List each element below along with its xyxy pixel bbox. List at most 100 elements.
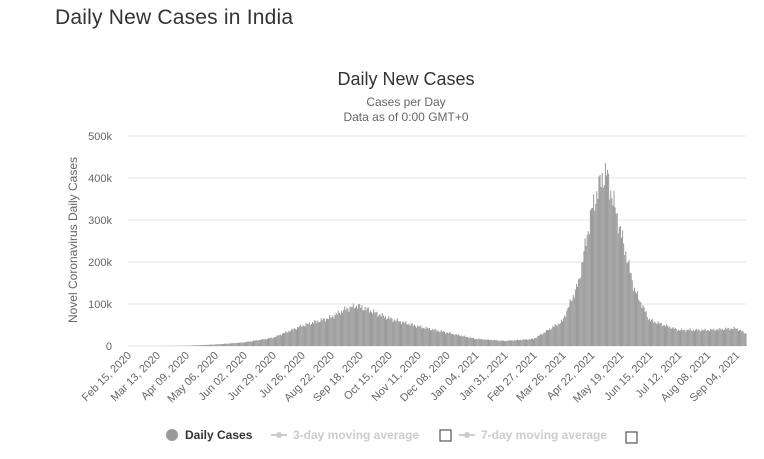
bar bbox=[244, 342, 246, 346]
bar bbox=[685, 331, 687, 346]
bar bbox=[499, 340, 501, 346]
bar bbox=[336, 314, 338, 346]
bar bbox=[273, 337, 275, 346]
bar bbox=[438, 331, 440, 346]
bar bbox=[583, 251, 585, 346]
bar bbox=[358, 303, 360, 346]
bar bbox=[261, 338, 263, 346]
bar bbox=[413, 324, 415, 346]
bar bbox=[590, 208, 592, 346]
bar bbox=[539, 334, 541, 346]
checkbox-3-day-average[interactable] bbox=[439, 429, 452, 442]
bar bbox=[504, 341, 506, 346]
bar bbox=[718, 328, 720, 346]
bar bbox=[314, 320, 316, 346]
bar bbox=[468, 338, 470, 346]
bar bbox=[611, 198, 613, 346]
bar bbox=[452, 333, 454, 346]
bar bbox=[743, 332, 745, 346]
bar bbox=[652, 319, 654, 346]
bar bbox=[409, 325, 411, 346]
bar bbox=[398, 321, 400, 346]
bar bbox=[730, 328, 732, 346]
bar bbox=[416, 327, 418, 346]
bar bbox=[321, 320, 323, 346]
bar bbox=[420, 325, 422, 346]
bar bbox=[323, 318, 325, 346]
y-axis-ticks: 0 100k 200k 300k 400k 500k bbox=[88, 131, 112, 353]
bar bbox=[739, 330, 741, 346]
bar bbox=[521, 340, 523, 346]
bar bbox=[554, 324, 556, 346]
bar bbox=[465, 337, 467, 346]
bar bbox=[299, 326, 301, 346]
bar bbox=[263, 339, 265, 346]
bar bbox=[404, 322, 406, 346]
bar bbox=[571, 300, 573, 346]
bar bbox=[276, 335, 278, 346]
bar bbox=[484, 339, 486, 346]
bar bbox=[740, 329, 742, 346]
bar bbox=[450, 333, 452, 346]
bar bbox=[264, 338, 266, 346]
bar bbox=[597, 198, 599, 346]
bar bbox=[658, 323, 660, 346]
bar bbox=[339, 314, 341, 346]
bar bbox=[271, 337, 273, 346]
bar bbox=[453, 335, 455, 346]
bar bbox=[359, 304, 361, 346]
bar bbox=[220, 344, 222, 346]
page-title: Daily New Cases in India bbox=[55, 6, 294, 29]
bar bbox=[455, 333, 457, 346]
bar bbox=[310, 324, 312, 346]
bar bbox=[442, 331, 444, 346]
bar bbox=[633, 287, 635, 346]
bar bbox=[344, 306, 346, 346]
bar bbox=[625, 251, 627, 346]
bar bbox=[519, 340, 521, 346]
bar bbox=[710, 328, 712, 346]
bar bbox=[717, 330, 719, 346]
bar bbox=[653, 322, 655, 346]
bar bbox=[241, 342, 243, 346]
bar bbox=[295, 329, 297, 346]
bar bbox=[228, 343, 230, 346]
bar bbox=[231, 343, 233, 346]
bar bbox=[422, 327, 424, 346]
bar bbox=[659, 323, 661, 346]
bar bbox=[672, 327, 674, 346]
bar bbox=[242, 342, 244, 346]
bar bbox=[458, 335, 461, 346]
bar bbox=[516, 339, 518, 346]
bar bbox=[268, 338, 270, 346]
bar bbox=[463, 336, 465, 346]
bar bbox=[283, 333, 285, 346]
bar bbox=[636, 293, 638, 346]
bar bbox=[714, 330, 716, 346]
bar bbox=[397, 321, 399, 346]
bar bbox=[313, 323, 315, 346]
bar bbox=[222, 343, 224, 346]
bar bbox=[330, 317, 332, 346]
checkbox-7-day-average[interactable] bbox=[625, 431, 638, 444]
bar bbox=[362, 309, 364, 346]
bar bbox=[259, 339, 261, 346]
bar bbox=[556, 326, 558, 346]
bar bbox=[392, 321, 394, 346]
bar bbox=[372, 313, 374, 346]
bar bbox=[411, 323, 413, 346]
bar bbox=[736, 328, 738, 346]
bar bbox=[593, 194, 595, 346]
bar bbox=[351, 307, 353, 346]
bar bbox=[693, 331, 695, 346]
bar bbox=[692, 329, 694, 346]
bar bbox=[432, 328, 434, 346]
bar bbox=[711, 329, 713, 346]
bar bbox=[722, 330, 724, 346]
bar bbox=[373, 309, 375, 346]
bar bbox=[721, 328, 723, 346]
bar bbox=[644, 311, 646, 346]
bar bbox=[279, 334, 281, 346]
bar bbox=[212, 344, 214, 346]
bar bbox=[674, 327, 676, 346]
